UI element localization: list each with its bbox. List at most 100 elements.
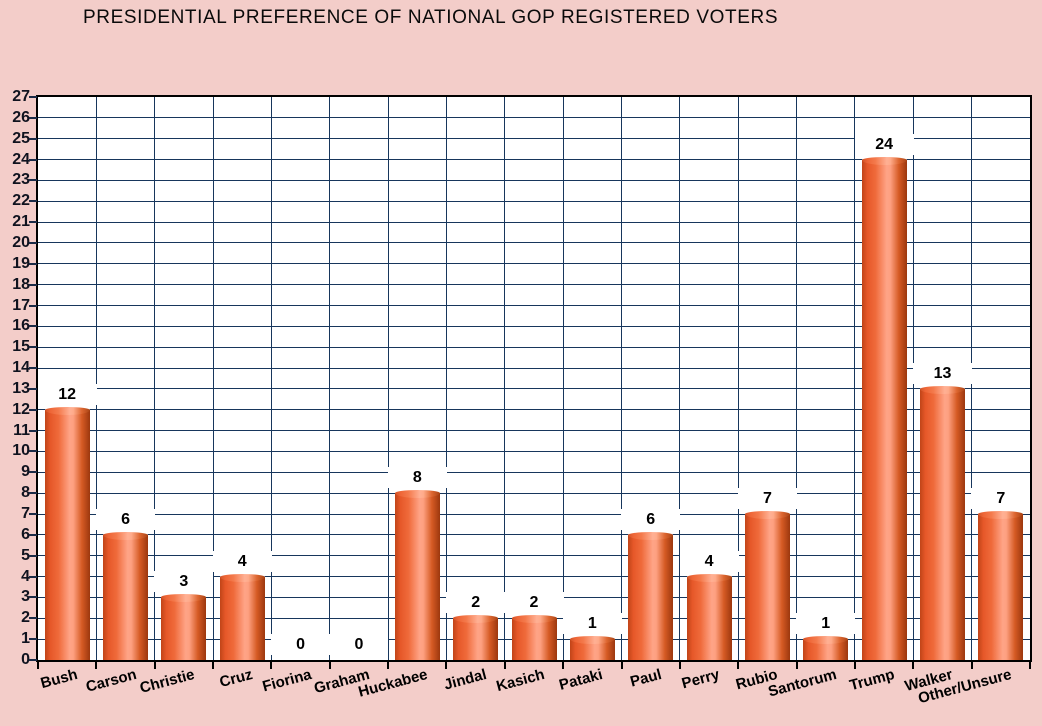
bar-value-label: 8: [387, 467, 447, 489]
horizontal-gridline: [38, 555, 1030, 557]
horizontal-gridline: [38, 117, 1030, 119]
vertical-gridline: [445, 97, 447, 660]
bar-bush: [44, 404, 90, 660]
x-axis-tick: [387, 662, 390, 669]
x-axis-tick: [328, 662, 331, 669]
y-axis-tick: [29, 408, 37, 411]
y-axis-tick-label: 8: [21, 484, 30, 502]
horizontal-gridline: [38, 263, 1030, 265]
y-axis-tick: [29, 158, 37, 161]
y-axis-tick-label: 14: [12, 359, 30, 377]
horizontal-gridline: [38, 492, 1030, 494]
bar-value-label: 7: [737, 488, 797, 510]
y-axis-tick: [29, 659, 37, 661]
horizontal-gridline: [38, 138, 1030, 140]
y-axis-tick-label: 26: [12, 108, 30, 126]
horizontal-gridline: [38, 325, 1030, 327]
y-axis-tick-label: 13: [12, 379, 30, 397]
bar-value-label: 0: [271, 634, 331, 655]
vertical-gridline: [504, 97, 506, 660]
y-axis-tick: [29, 346, 37, 349]
y-axis-tick: [29, 429, 37, 432]
y-axis-tick: [29, 492, 37, 495]
vertical-gridline: [796, 97, 798, 660]
vertical-gridline: [270, 97, 272, 660]
bar-jindal: [453, 613, 499, 660]
bar-value-label: 4: [679, 550, 739, 572]
x-axis-tick: [153, 662, 156, 669]
y-axis-tick: [29, 596, 37, 599]
bar-value-label: 6: [621, 508, 681, 530]
bar-perry: [686, 571, 732, 660]
vertical-gridline: [95, 97, 97, 660]
bar-walker: [919, 383, 965, 660]
x-axis-tick: [737, 662, 740, 669]
y-axis-tick: [29, 262, 37, 265]
horizontal-gridline: [38, 450, 1030, 452]
horizontal-gridline: [38, 159, 1030, 161]
bar-value-label: 4: [212, 550, 272, 572]
bar-value-label: 1: [796, 613, 856, 635]
x-axis-tick: [620, 662, 623, 669]
bar-value-label: 2: [504, 592, 564, 614]
y-axis-tick: [29, 325, 37, 328]
bar-christie: [161, 592, 207, 660]
x-axis-tick: [37, 662, 39, 669]
vertical-gridline: [621, 97, 623, 660]
horizontal-gridline: [38, 305, 1030, 307]
y-axis-tick-label: 6: [21, 525, 30, 543]
horizontal-gridline: [38, 534, 1030, 536]
y-axis-tick-label: 4: [21, 567, 30, 585]
chart-title: PRESIDENTIAL PREFERENCE OF NATIONAL GOP …: [83, 7, 779, 28]
horizontal-gridline: [38, 388, 1030, 390]
y-axis-tick-label: 1: [21, 630, 30, 648]
y-axis-tick: [29, 96, 37, 98]
bar-value-label: 0: [329, 634, 389, 655]
x-axis-tick: [503, 662, 506, 669]
x-axis-tick: [445, 662, 448, 669]
y-axis-tick-label: 12: [12, 400, 30, 418]
y-axis-tick-label: 23: [12, 171, 30, 189]
vertical-gridline: [387, 97, 389, 660]
bar-trump: [861, 154, 907, 660]
plot-area: 12 6 3 4 0 0 8 2 2 1 6 4 7 1 24 13 7: [36, 95, 1032, 662]
y-axis-tick-label: 2: [21, 609, 30, 627]
y-axis-tick: [29, 304, 37, 307]
bar-value-label: 3: [154, 571, 214, 593]
bar-value-label: 12: [37, 383, 97, 405]
vertical-gridline: [854, 97, 856, 660]
vertical-gridline: [329, 97, 331, 660]
y-axis-tick-label: 10: [12, 442, 30, 460]
y-axis-tick: [29, 283, 37, 286]
y-axis-tick: [29, 387, 37, 390]
x-axis-tick: [270, 662, 273, 669]
y-axis-tick-label: 7: [21, 505, 30, 523]
y-axis-tick-label: 24: [12, 150, 30, 168]
bar-value-label: 6: [96, 508, 156, 530]
horizontal-gridline: [38, 409, 1030, 411]
y-axis-tick-label: 11: [13, 421, 30, 439]
y-axis-tick: [29, 116, 37, 119]
bar-value-label: 24: [854, 133, 914, 155]
x-axis-tick: [562, 662, 565, 669]
y-axis-tick-label: 3: [21, 588, 30, 606]
x-axis-tick: [1029, 662, 1031, 669]
horizontal-gridline: [38, 179, 1030, 181]
vertical-gridline: [212, 97, 214, 660]
y-axis-tick-label: 0: [21, 651, 30, 668]
x-axis-tick: [912, 662, 915, 669]
y-axis-tick-label: 5: [21, 546, 30, 564]
x-axis-tick: [853, 662, 856, 669]
y-axis-tick-label: 19: [12, 254, 30, 272]
y-axis-tick: [29, 367, 37, 370]
horizontal-gridline: [38, 367, 1030, 369]
y-axis-tick-label: 16: [12, 317, 30, 335]
bar-huckabee: [394, 488, 440, 660]
y-axis-tick: [29, 179, 37, 182]
y-axis-tick-label: 15: [12, 338, 30, 356]
horizontal-gridline: [38, 346, 1030, 348]
horizontal-gridline: [38, 242, 1030, 244]
bar-carson: [103, 529, 149, 660]
y-axis-tick-label: 9: [21, 463, 30, 481]
horizontal-gridline: [38, 471, 1030, 473]
